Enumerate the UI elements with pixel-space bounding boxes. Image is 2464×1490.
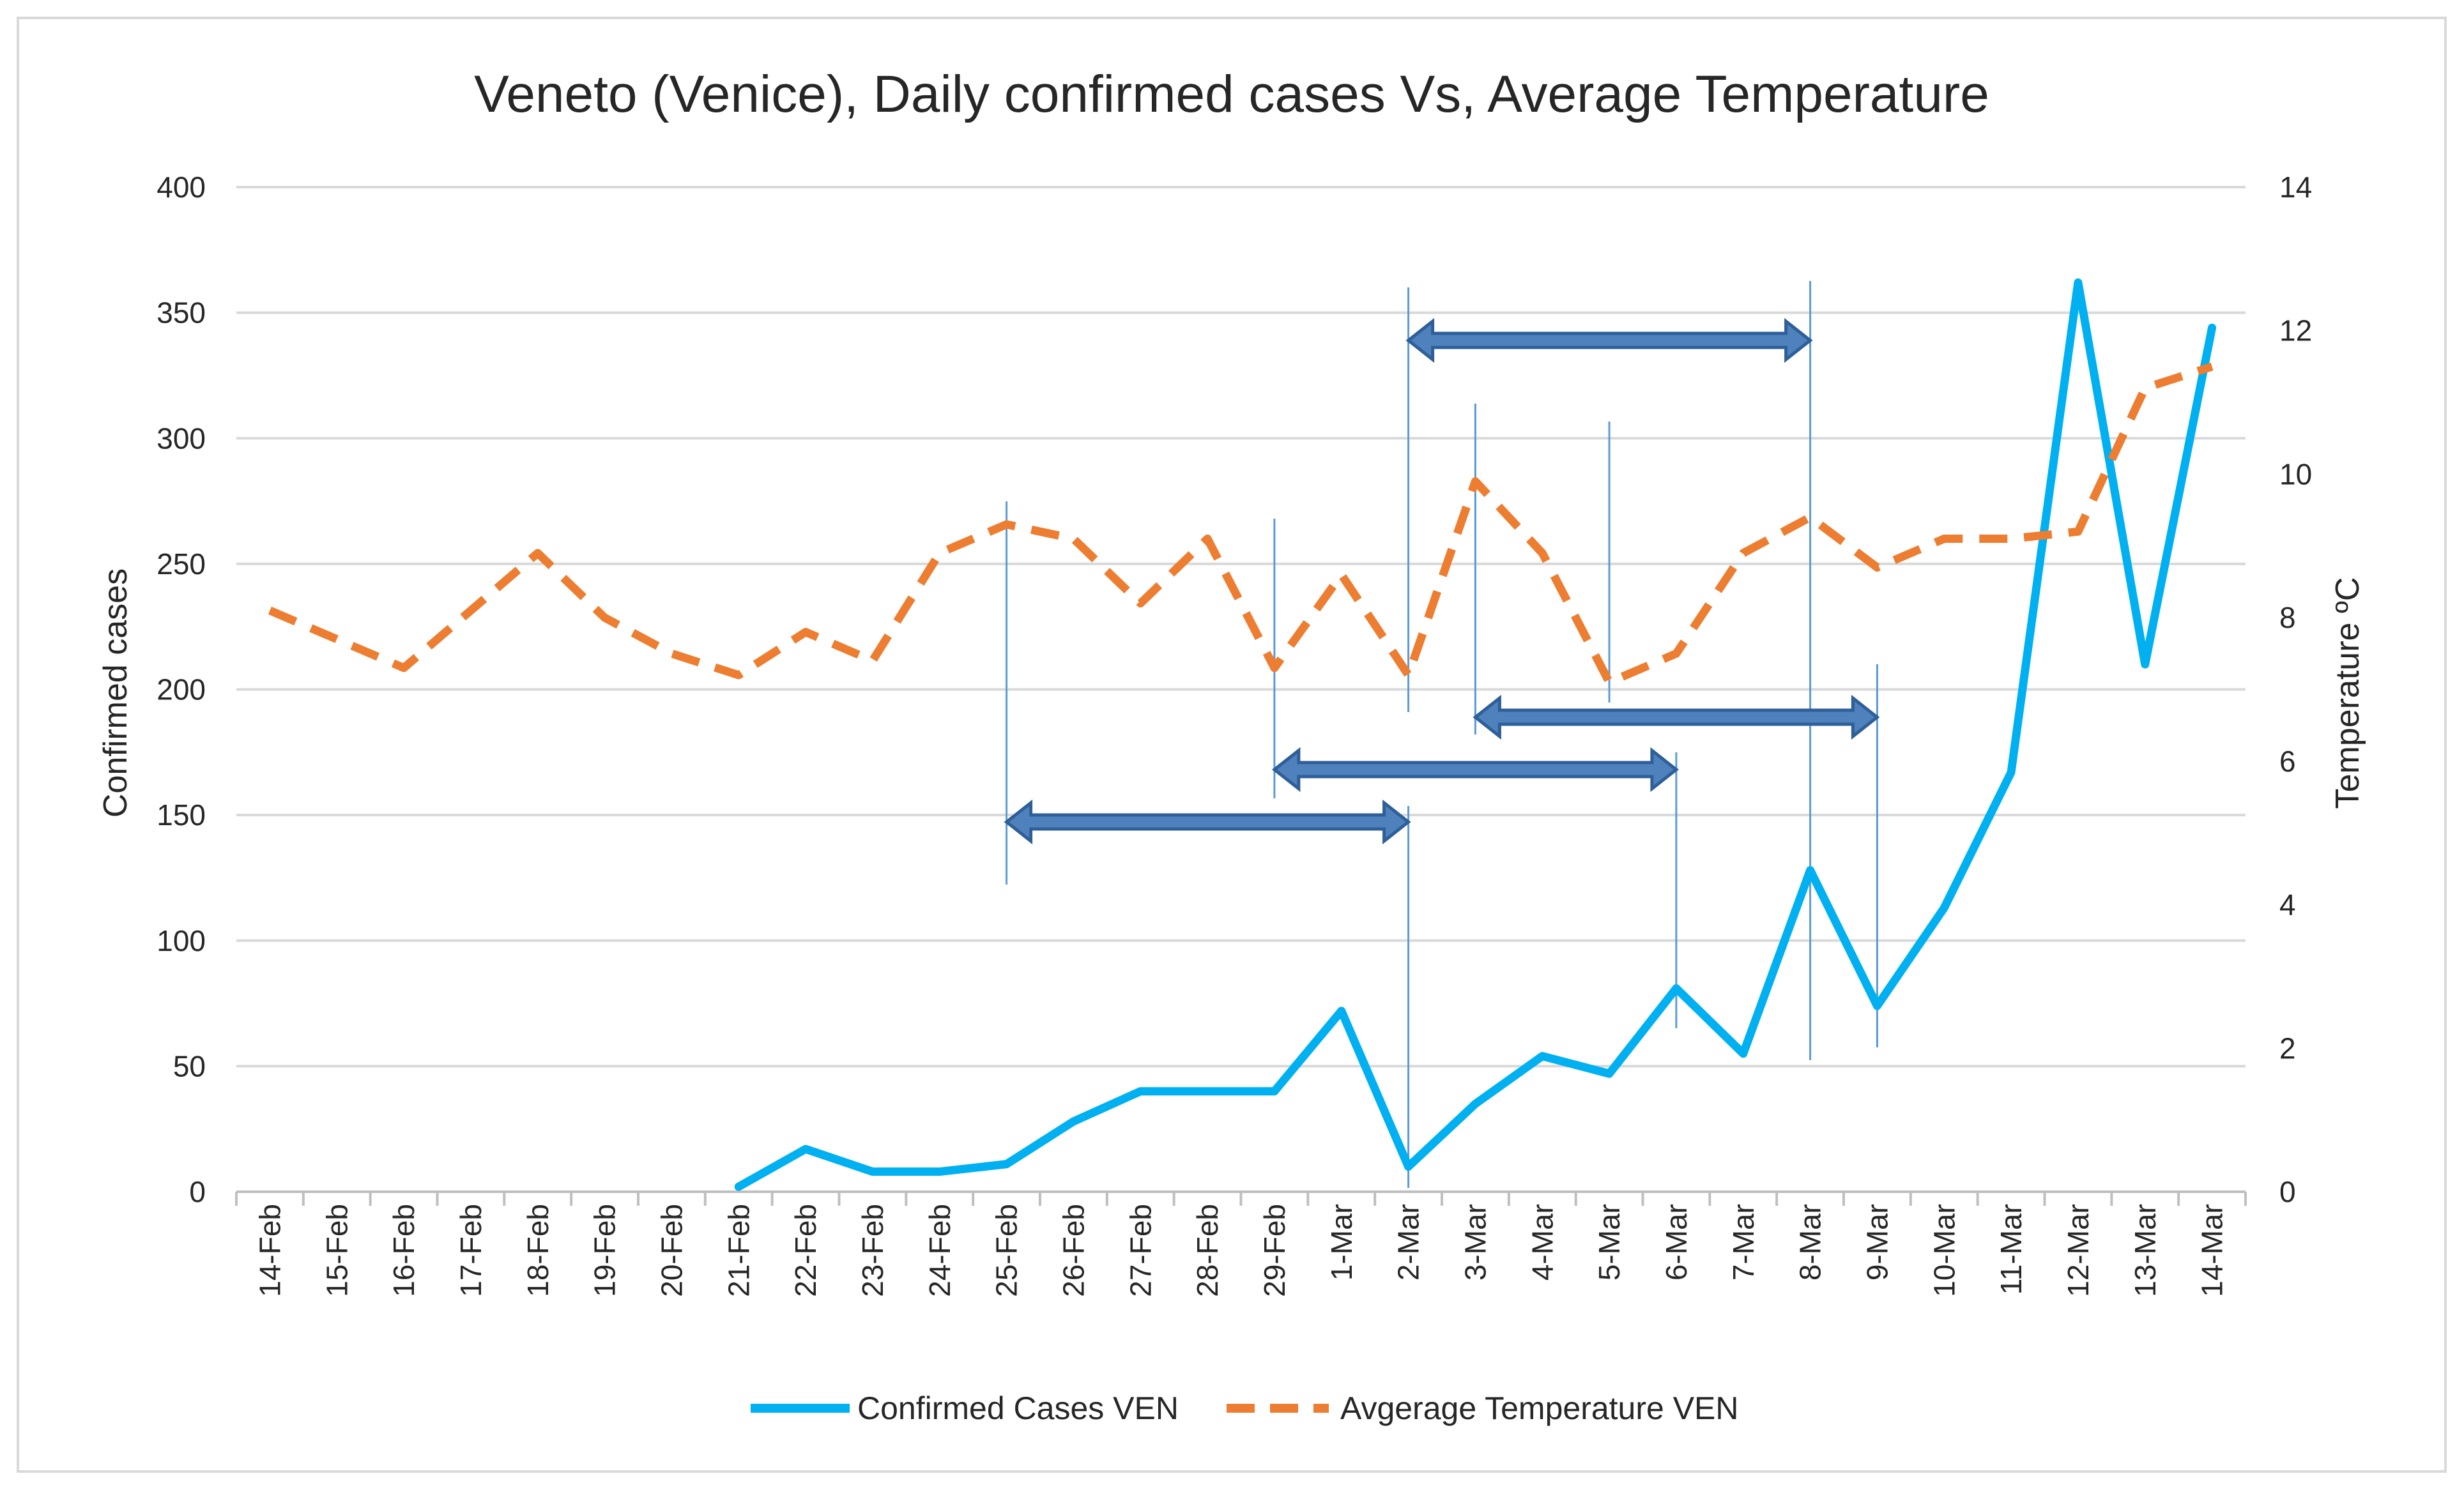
chart-frame (17, 17, 2447, 1473)
chart-title: Veneto (Venice), Daily confirmed cases V… (474, 65, 1989, 123)
x-axis-ticks: 14-Feb 15-Feb 16-Feb 17-Feb 18-Feb 19-Feb 20-F… (235, 1192, 2247, 1297)
x-tick-label: 17-Feb (454, 1204, 487, 1297)
x-tick-label: 20-Feb (655, 1204, 688, 1297)
y2-tick-label: 14 (2279, 171, 2312, 204)
y-tick-label: 300 (157, 422, 206, 455)
x-tick-label: 19-Feb (588, 1204, 622, 1297)
y-tick-label: 400 (157, 171, 206, 204)
x-tick-label: 15-Feb (320, 1204, 353, 1297)
double-arrow (1405, 317, 1813, 363)
series-line-confirmed-cases (734, 278, 2217, 1191)
x-tick-label: 14-Feb (253, 1204, 286, 1297)
y-axis-ticks: 0 50 100 150 200 250 300 350 400 (157, 171, 206, 1208)
y2-tick-label: 10 (2279, 457, 2312, 490)
x-tick-label: 4-Mar (1526, 1204, 1559, 1281)
y2-tick-label: 0 (2279, 1175, 2296, 1208)
double-arrow (1271, 747, 1679, 793)
x-tick-label: 22-Feb (789, 1204, 822, 1297)
x-tick-label: 16-Feb (387, 1204, 420, 1297)
y-tick-label: 200 (157, 673, 206, 706)
x-tick-label: 14-Mar (2196, 1204, 2229, 1297)
x-tick-label: 3-Mar (1458, 1204, 1492, 1281)
double-arrow (1004, 799, 1411, 845)
y2-axis-label: Temperature ºC (2329, 577, 2366, 809)
x-tick-label: 5-Mar (1593, 1204, 1626, 1281)
x-tick-label: 25-Feb (990, 1204, 1023, 1297)
y2-tick-label: 4 (2279, 888, 2296, 922)
x-tick-label: 1-Mar (1325, 1204, 1358, 1281)
y-tick-label: 50 (173, 1049, 206, 1083)
y-tick-label: 250 (157, 547, 206, 581)
x-tick-label: 27-Feb (1124, 1204, 1157, 1297)
y-tick-label: 350 (157, 296, 206, 330)
x-tick-label: 29-Feb (1258, 1204, 1291, 1297)
x-tick-label: 18-Feb (521, 1204, 555, 1297)
annotations (1004, 281, 1880, 1188)
y-tick-label: 0 (189, 1175, 206, 1208)
x-tick-label: 2-Mar (1392, 1204, 1425, 1281)
y2-tick-label: 6 (2279, 745, 2296, 778)
x-tick-label: 8-Mar (1794, 1204, 1827, 1281)
x-tick-label: 9-Mar (1860, 1204, 1894, 1281)
x-tick-label: 13-Mar (2129, 1204, 2162, 1297)
y2-axis-ticks: 0 2 4 6 8 10 12 14 (2279, 171, 2312, 1208)
x-tick-label: 21-Feb (722, 1204, 755, 1297)
y2-tick-label: 8 (2279, 601, 2296, 634)
x-tick-label: 11-Mar (1994, 1204, 2028, 1295)
series (268, 278, 2217, 1191)
x-tick-label: 6-Mar (1660, 1204, 1693, 1281)
y-tick-label: 100 (157, 924, 206, 957)
y2-tick-label: 2 (2279, 1031, 2296, 1065)
x-tick-label: 10-Mar (1927, 1204, 1961, 1297)
x-tick-label: 12-Mar (2062, 1204, 2095, 1297)
x-tick-label: 26-Feb (1057, 1204, 1090, 1297)
legend-label-cases: Confirmed Cases VEN (857, 1390, 1179, 1426)
x-tick-label: 28-Feb (1191, 1204, 1224, 1297)
y-axis-label: Confirmed cases (97, 568, 134, 817)
legend: Confirmed Cases VEN Avgerage Temperature… (751, 1390, 1739, 1426)
x-tick-label: 7-Mar (1727, 1204, 1760, 1281)
x-tick-label: 24-Feb (923, 1204, 956, 1297)
legend-label-temperature: Avgerage Temperature VEN (1340, 1390, 1739, 1426)
y-tick-label: 150 (157, 798, 206, 832)
y2-tick-label: 12 (2279, 314, 2312, 347)
x-tick-label: 23-Feb (856, 1204, 889, 1297)
double-arrow (1473, 694, 1880, 740)
